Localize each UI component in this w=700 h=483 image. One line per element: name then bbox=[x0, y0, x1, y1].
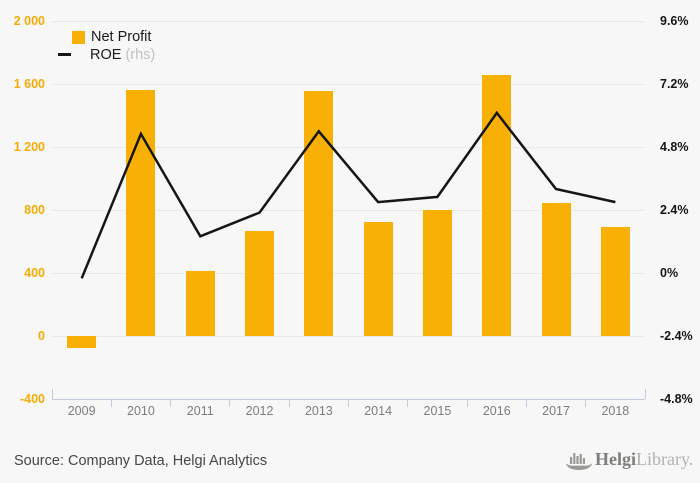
bar-2016 bbox=[482, 74, 512, 336]
bar-2015 bbox=[422, 210, 452, 336]
legend-rhs-suffix: (rhs) bbox=[121, 47, 156, 63]
bar-2013 bbox=[304, 91, 334, 336]
left-axis-tick-label: 1 200 bbox=[13, 140, 45, 154]
x-axis-label-2009: 2009 bbox=[67, 404, 96, 418]
bar-2014 bbox=[363, 221, 393, 336]
x-axis-tick bbox=[170, 399, 172, 407]
legend-roe-label: ROE (rhs) bbox=[90, 47, 155, 63]
gridline bbox=[52, 83, 645, 85]
x-axis-label-2017: 2017 bbox=[542, 404, 570, 418]
x-axis-label-2018: 2018 bbox=[601, 404, 630, 418]
net-profit-swatch-icon bbox=[72, 31, 85, 44]
bar-2018 bbox=[600, 227, 630, 336]
right-axis-tick-label: 2.4% bbox=[660, 203, 689, 217]
x-axis-label-2011: 2011 bbox=[186, 404, 214, 418]
logo-text-helgi: Helgi bbox=[595, 449, 636, 469]
left-axis-tick-label: 0 bbox=[38, 329, 45, 343]
x-axis-label-2013: 2013 bbox=[304, 404, 333, 418]
source-attribution: Source: Company Data, Helgi Analytics bbox=[14, 453, 268, 469]
bar-2009 bbox=[67, 336, 97, 348]
right-axis-tick-label: 0% bbox=[660, 266, 679, 280]
legend-net-profit-label: Net Profit bbox=[91, 29, 152, 45]
right-axis-tick-label: 4.8% bbox=[660, 140, 689, 154]
bar-2011 bbox=[185, 271, 215, 336]
x-axis-tick bbox=[348, 399, 349, 407]
x-axis-tick bbox=[229, 399, 231, 407]
x-axis-tick bbox=[585, 399, 587, 407]
left-axis-tick-label: -400 bbox=[19, 392, 45, 406]
x-axis-label-2014: 2014 bbox=[364, 404, 393, 418]
legend: Net Profit ROE (rhs) bbox=[0, 0, 300, 70]
left-axis-tick-label: 800 bbox=[24, 203, 45, 217]
x-axis-tick bbox=[644, 389, 646, 399]
bar-2012 bbox=[245, 231, 275, 336]
right-axis-tick-label: -2.4% bbox=[660, 329, 693, 343]
right-axis-tick-label: 9.6% bbox=[660, 14, 689, 28]
x-axis-label-2010: 2010 bbox=[127, 404, 155, 418]
legend-roe-text: ROE bbox=[90, 47, 122, 63]
right-axis-tick-label: -4.8% bbox=[660, 392, 693, 406]
right-axis-tick-label: 7.2% bbox=[660, 77, 689, 91]
x-axis-tick bbox=[407, 399, 409, 407]
helgi-ship-bar-chart-icon bbox=[566, 453, 592, 470]
left-axis-tick-label: 400 bbox=[24, 266, 45, 280]
x-axis-tick bbox=[288, 399, 290, 407]
bar-2010 bbox=[126, 90, 156, 336]
x-axis-label-2012: 2012 bbox=[245, 404, 274, 418]
x-axis-tick bbox=[466, 399, 468, 407]
x-axis-label-2016: 2016 bbox=[482, 404, 511, 418]
logo-text: HelgiLibrary. bbox=[595, 448, 693, 470]
left-axis-tick-label: 1 600 bbox=[13, 77, 45, 91]
bar-2017 bbox=[541, 202, 571, 336]
roe-line-marker-icon bbox=[58, 53, 71, 56]
x-axis-tick bbox=[51, 389, 53, 399]
left-axis-tick-label: 2 000 bbox=[13, 14, 45, 28]
gridline bbox=[52, 20, 645, 22]
gridline bbox=[52, 335, 645, 337]
x-axis-tick bbox=[525, 399, 527, 407]
x-axis-tick bbox=[110, 399, 112, 407]
roe-line bbox=[80, 110, 616, 279]
logo-text-library: Library. bbox=[636, 449, 694, 469]
helgi-library-logo: HelgiLibrary. bbox=[566, 447, 696, 475]
x-axis-label-2015: 2015 bbox=[423, 404, 452, 418]
